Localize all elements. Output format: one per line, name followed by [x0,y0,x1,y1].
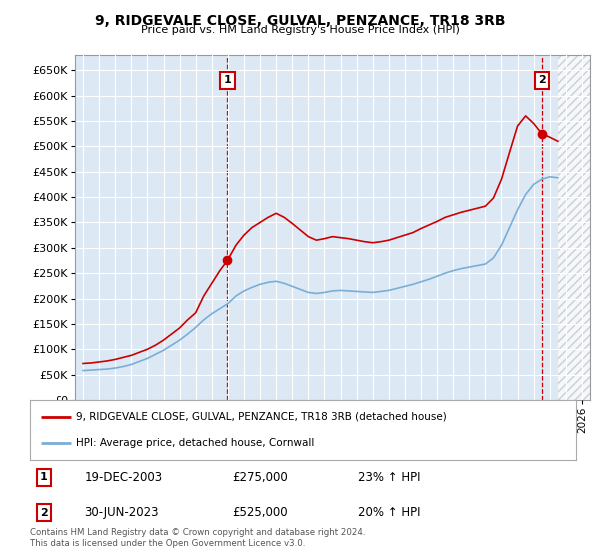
Text: 23% ↑ HPI: 23% ↑ HPI [358,471,420,484]
Text: 2: 2 [538,76,545,85]
Text: 1: 1 [40,473,47,483]
Text: 2: 2 [40,507,47,517]
Text: HPI: Average price, detached house, Cornwall: HPI: Average price, detached house, Corn… [76,438,315,448]
Text: 1: 1 [224,76,231,85]
Text: £275,000: £275,000 [232,471,288,484]
Text: 19-DEC-2003: 19-DEC-2003 [85,471,163,484]
Text: 9, RIDGEVALE CLOSE, GULVAL, PENZANCE, TR18 3RB: 9, RIDGEVALE CLOSE, GULVAL, PENZANCE, TR… [95,14,505,28]
Text: 9, RIDGEVALE CLOSE, GULVAL, PENZANCE, TR18 3RB (detached house): 9, RIDGEVALE CLOSE, GULVAL, PENZANCE, TR… [76,412,447,422]
Text: £525,000: £525,000 [232,506,287,519]
Bar [558,55,590,400]
Text: Price paid vs. HM Land Registry's House Price Index (HPI): Price paid vs. HM Land Registry's House … [140,25,460,35]
Text: 20% ↑ HPI: 20% ↑ HPI [358,506,420,519]
Text: 30-JUN-2023: 30-JUN-2023 [85,506,159,519]
Text: Contains HM Land Registry data © Crown copyright and database right 2024.
This d: Contains HM Land Registry data © Crown c… [30,528,365,548]
